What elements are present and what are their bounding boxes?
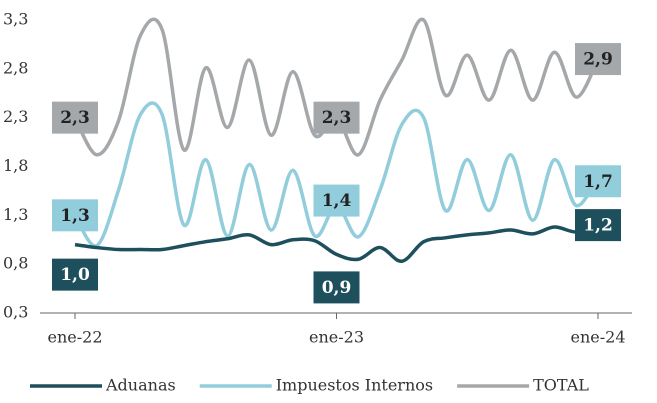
value-label: 1,7 bbox=[583, 172, 613, 192]
legend-label: Impuestos Internos bbox=[276, 376, 433, 395]
y-tick-label: 1,3 bbox=[3, 205, 28, 224]
x-tick-label: ene-24 bbox=[570, 328, 625, 347]
y-tick-label: 0,8 bbox=[3, 254, 28, 273]
y-tick-label: 0,3 bbox=[3, 303, 28, 322]
y-tick-label: 2,8 bbox=[3, 58, 28, 77]
value-label-box bbox=[52, 199, 98, 232]
value-label-box bbox=[313, 271, 360, 304]
value-label: 0,9 bbox=[322, 278, 352, 298]
legend-label: TOTAL bbox=[533, 376, 589, 395]
value-label: 1,0 bbox=[60, 265, 90, 285]
value-label: 2,3 bbox=[322, 108, 352, 128]
y-tick-label: 2,3 bbox=[3, 107, 28, 126]
value-label-box bbox=[313, 184, 360, 217]
x-tick-label: ene-23 bbox=[309, 328, 364, 347]
value-label-box bbox=[52, 101, 98, 134]
value-label-box bbox=[575, 209, 621, 242]
value-label-box bbox=[52, 258, 98, 291]
series-line bbox=[73, 17, 600, 157]
value-label-box bbox=[313, 101, 360, 134]
value-label-box bbox=[575, 165, 621, 198]
value-label-box bbox=[575, 43, 621, 76]
y-tick-label: 3,3 bbox=[3, 10, 28, 29]
value-label: 2,9 bbox=[583, 50, 613, 70]
legend-label: Aduanas bbox=[105, 376, 176, 395]
y-tick-label: 1,8 bbox=[3, 156, 28, 175]
value-label: 1,2 bbox=[583, 216, 613, 236]
x-tick-label: ene-22 bbox=[47, 328, 102, 347]
series-line bbox=[74, 223, 599, 263]
value-label: 2,3 bbox=[60, 108, 90, 128]
value-label: 1,3 bbox=[60, 206, 90, 226]
value-label: 1,4 bbox=[322, 191, 352, 211]
